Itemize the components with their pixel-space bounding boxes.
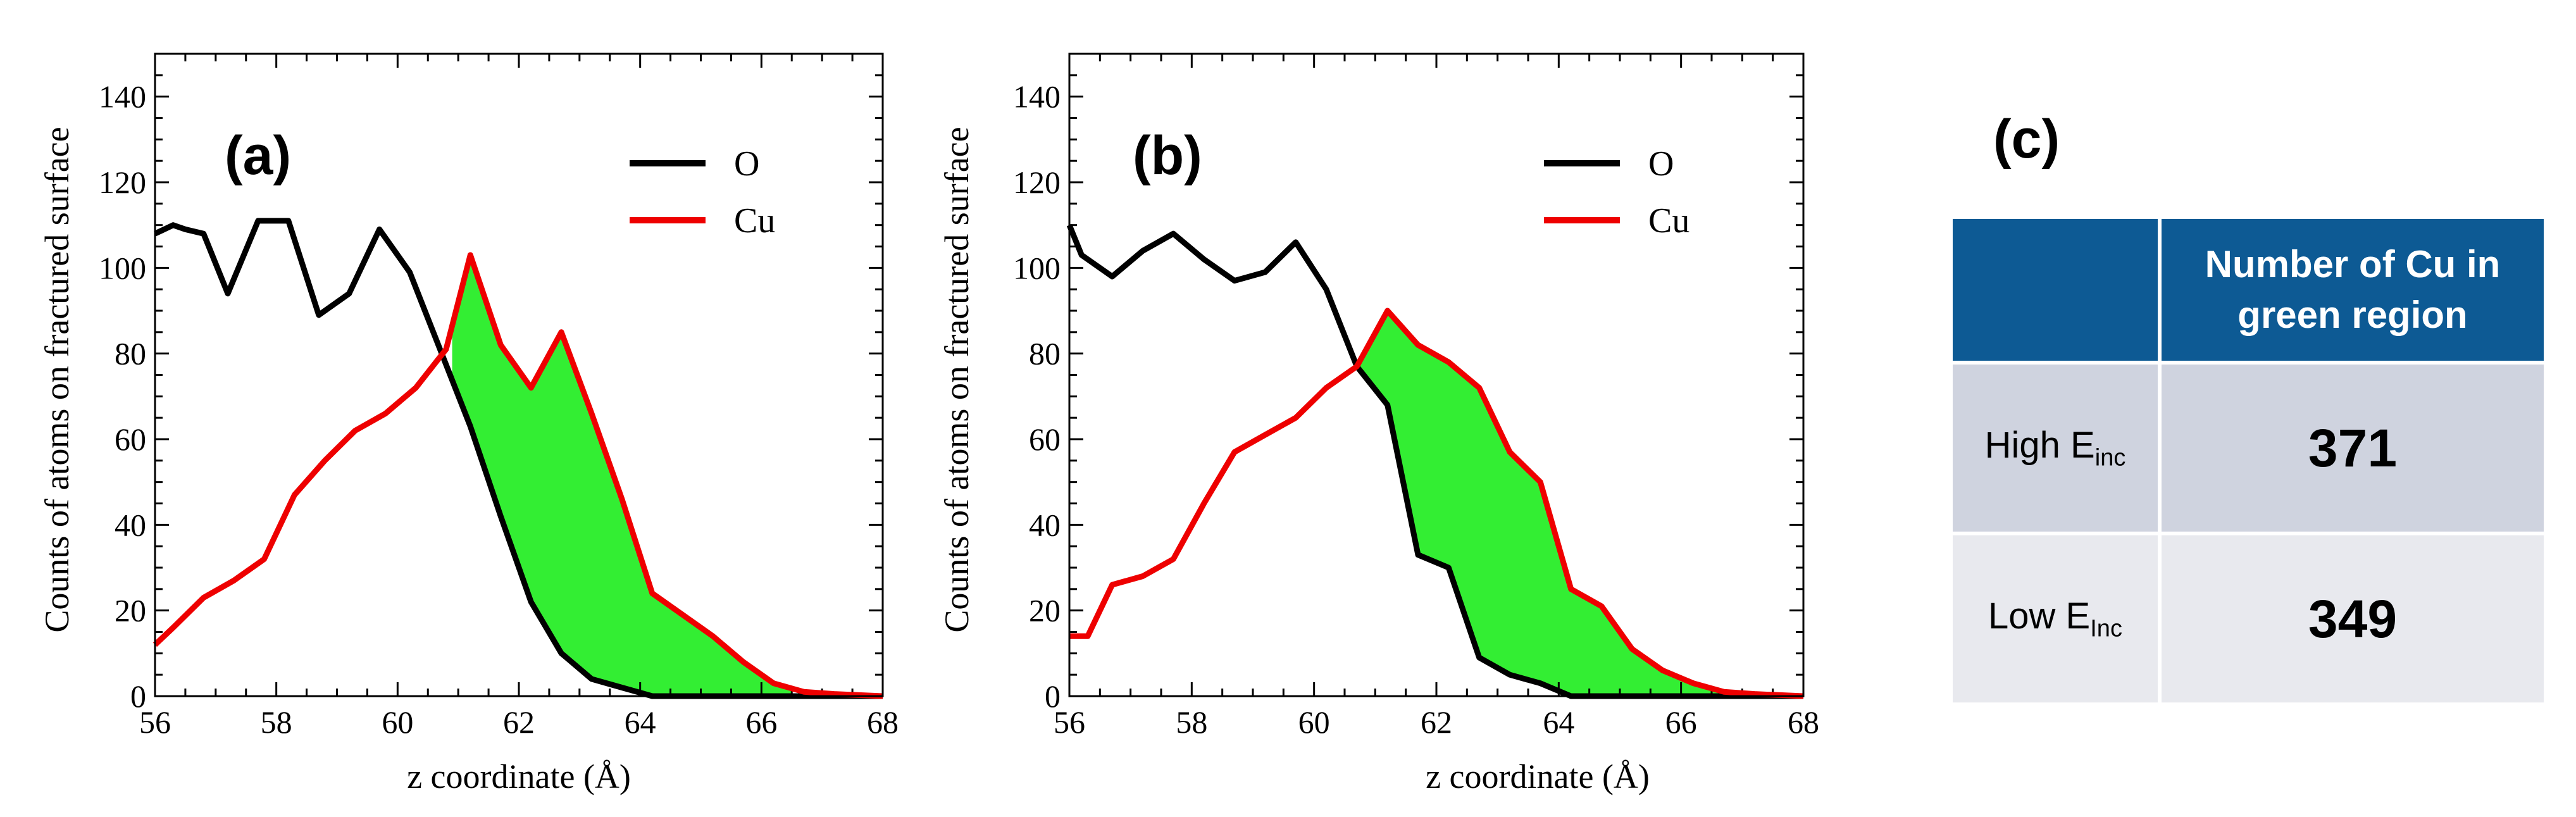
table-header-cell: Number of Cu in green region — [2158, 215, 2548, 365]
y-axis-title: Counts of atoms on fractured surface — [38, 127, 76, 632]
y-tick-label: 120 — [1013, 165, 1061, 200]
x-tick-label: 66 — [1665, 704, 1697, 740]
row-label: High Einc — [1949, 361, 2162, 535]
legend: O Cu — [630, 144, 775, 240]
row-label: Low EInc — [1949, 532, 2162, 706]
legend-label-o: O — [734, 144, 759, 184]
axis-ticks — [1068, 53, 1805, 697]
y-tick-label: 80 — [1029, 336, 1061, 371]
green-region-fill — [452, 259, 792, 696]
x-tick-labels: 56 58 60 62 64 66 68 — [1054, 704, 1819, 740]
row-label-subscript: Inc — [2090, 615, 2122, 642]
y-tick-label: 20 — [115, 593, 146, 628]
x-tick-labels: 56 58 60 62 64 66 68 — [139, 704, 899, 740]
y-tick-label: 0 — [1045, 678, 1061, 714]
table-row: Low EInc 349 — [1949, 532, 2548, 706]
axis-ticks — [154, 53, 884, 697]
cu-count-table: Number of Cu in green region High Einc 3… — [1949, 215, 2548, 706]
x-tick-label: 60 — [1298, 704, 1330, 740]
plot-frame — [1068, 53, 1805, 697]
x-axis-title: z coordinate (Å) — [1426, 758, 1650, 795]
chart-panel-b: 56 58 60 62 64 66 68 0 20 40 60 80 100 120 140 (b) O … — [938, 53, 1819, 795]
y-tick-label: 40 — [1029, 507, 1061, 542]
table-row: High Einc 371 — [1949, 361, 2548, 535]
panel-label: (b) — [1133, 125, 1202, 186]
y-tick-label: 100 — [99, 250, 146, 285]
y-tick-label: 20 — [1029, 593, 1061, 628]
x-tick-label: 62 — [1421, 704, 1452, 740]
y-tick-label: 140 — [99, 79, 146, 115]
row-value: 349 — [2158, 532, 2548, 706]
x-axis-title: z coordinate (Å) — [407, 758, 631, 795]
legend: O Cu — [1544, 144, 1689, 240]
y-tick-label: 40 — [115, 507, 146, 542]
legend-label-o: O — [1648, 144, 1674, 184]
series-line-cu — [152, 252, 883, 699]
header-text: Number of Cu in green region — [2205, 243, 2501, 336]
y-tick-label: 100 — [1013, 250, 1061, 285]
row-label-text: High E — [1984, 425, 2095, 466]
chart-panel-a: 56 58 60 62 64 66 68 0 20 40 60 80 100 120 140 (a) O … — [38, 53, 899, 795]
row-value: 371 — [2158, 361, 2548, 535]
y-tick-labels: 0 20 40 60 80 100 120 140 — [99, 79, 146, 714]
x-tick-label: 62 — [503, 704, 535, 740]
series-line-cu — [1069, 308, 1804, 699]
legend-label-cu: Cu — [1648, 201, 1689, 240]
legend-label-cu: Cu — [734, 201, 775, 240]
table-panel-c: (c) Number of Cu in green region High Ei… — [1949, 101, 2548, 706]
y-tick-label: 60 — [1029, 421, 1061, 457]
x-tick-label: 64 — [625, 704, 656, 740]
x-tick-label: 60 — [382, 704, 413, 740]
y-tick-label: 60 — [115, 421, 146, 457]
y-tick-label: 120 — [99, 165, 146, 200]
plot-frame — [154, 53, 884, 697]
y-tick-labels: 0 20 40 60 80 100 120 140 — [1013, 79, 1061, 714]
x-tick-label: 58 — [261, 704, 292, 740]
x-tick-label: 58 — [1176, 704, 1207, 740]
panel-label: (a) — [225, 125, 291, 186]
x-tick-label: 64 — [1543, 704, 1574, 740]
x-tick-label: 56 — [1054, 704, 1085, 740]
x-tick-label: 68 — [867, 704, 899, 740]
x-tick-label: 68 — [1788, 704, 1819, 740]
row-label-subscript: inc — [2094, 444, 2126, 471]
plot-area — [152, 53, 884, 699]
table-header-row: Number of Cu in green region — [1949, 215, 2548, 365]
table-header-empty — [1949, 215, 2162, 365]
x-tick-label: 66 — [745, 704, 777, 740]
y-tick-label: 80 — [115, 336, 146, 371]
y-axis-title: Counts of atoms on fractured surface — [938, 127, 976, 632]
y-tick-label: 0 — [130, 678, 146, 714]
green-region-fill — [1357, 312, 1743, 696]
row-label-text: Low E — [1988, 596, 2091, 637]
y-tick-label: 140 — [1013, 79, 1061, 115]
plot-area — [1066, 53, 1805, 699]
x-tick-label: 56 — [139, 704, 171, 740]
panel-label: (c) — [1993, 109, 2060, 170]
